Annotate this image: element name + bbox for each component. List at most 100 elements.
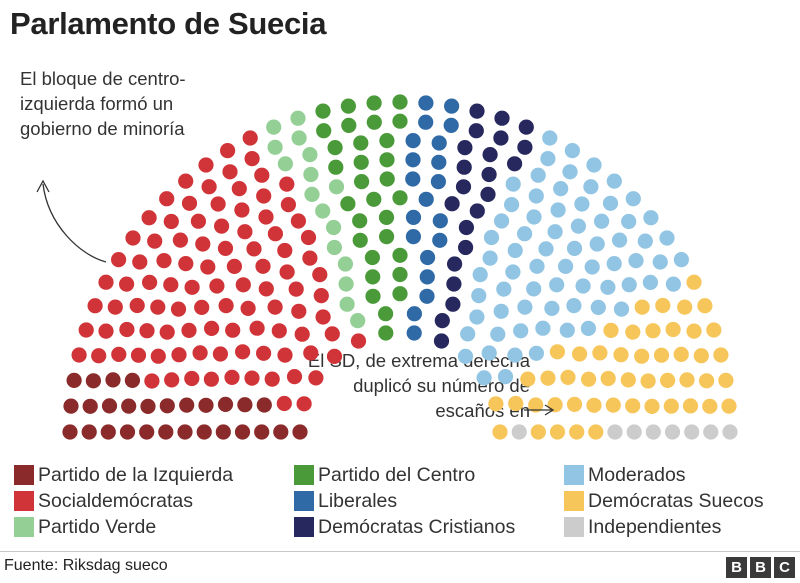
seat-dot bbox=[613, 301, 630, 317]
seat-dot bbox=[559, 322, 575, 338]
seat-dot bbox=[530, 167, 546, 183]
seat-dot bbox=[119, 321, 135, 338]
seat-dot bbox=[702, 398, 718, 414]
seat-dot bbox=[496, 281, 512, 297]
seat-dot bbox=[201, 179, 217, 195]
parliament-chart bbox=[36, 94, 738, 440]
seat-dot bbox=[655, 297, 671, 314]
seat-dot bbox=[142, 274, 158, 290]
seat-dot bbox=[699, 373, 715, 389]
seat-dot bbox=[144, 373, 160, 389]
seat-dot bbox=[292, 424, 308, 440]
seat-dot bbox=[483, 229, 500, 246]
seat-dot bbox=[315, 103, 331, 119]
seat-dot bbox=[469, 309, 485, 325]
seat-dot bbox=[98, 323, 114, 339]
seat-dot bbox=[392, 94, 408, 110]
seat-dot bbox=[111, 252, 127, 268]
bbc-logo: B B C bbox=[726, 557, 795, 578]
seat-dot bbox=[493, 130, 509, 146]
seat-dot bbox=[101, 398, 118, 414]
seat-dot bbox=[340, 98, 356, 114]
seat-dot bbox=[279, 176, 295, 192]
seat-dot bbox=[505, 264, 521, 280]
seat-dot bbox=[98, 274, 114, 290]
seat-dot bbox=[378, 209, 395, 225]
seat-dot bbox=[200, 259, 216, 275]
seat-dot bbox=[673, 346, 689, 362]
seat-dot bbox=[237, 224, 253, 240]
seat-dot bbox=[456, 159, 472, 175]
seat-dot bbox=[181, 322, 197, 338]
seat-dot bbox=[198, 397, 214, 413]
legend-label: Partido del Centro bbox=[318, 463, 476, 486]
seat-dot bbox=[586, 397, 602, 413]
seat-dot bbox=[664, 424, 681, 440]
seat-dot bbox=[85, 373, 101, 389]
seat-dot bbox=[682, 398, 699, 414]
seat-dot bbox=[460, 326, 476, 342]
seat-dot bbox=[326, 219, 342, 236]
seat-dot bbox=[171, 347, 187, 363]
seat-dot bbox=[553, 181, 569, 197]
seat-dot bbox=[296, 396, 312, 412]
seat-dot bbox=[517, 226, 533, 242]
seat-dot bbox=[625, 398, 641, 414]
seat-dot bbox=[195, 236, 211, 252]
seat-dot bbox=[455, 179, 472, 195]
seat-dot bbox=[82, 398, 98, 414]
seat-dot bbox=[107, 299, 123, 315]
seat-dot bbox=[600, 370, 616, 387]
seat-dot bbox=[526, 209, 542, 225]
seat-dot bbox=[693, 348, 709, 364]
seat-dot bbox=[378, 306, 394, 322]
seat-dot bbox=[254, 424, 270, 440]
seat-dot bbox=[590, 299, 606, 315]
seat-dot bbox=[163, 213, 179, 230]
legend-item: Partido de la Izquierda bbox=[14, 462, 233, 488]
seat-dot bbox=[203, 371, 219, 387]
seat-dot bbox=[234, 424, 251, 440]
seat-dot bbox=[445, 296, 461, 312]
seat-dot bbox=[517, 299, 533, 315]
seat-dot bbox=[379, 152, 395, 168]
seat-dot bbox=[218, 298, 234, 314]
seat-dot bbox=[549, 344, 566, 360]
seat-dot bbox=[100, 424, 116, 440]
seat-dot bbox=[337, 256, 353, 272]
seat-dot bbox=[405, 229, 421, 245]
seat-dot bbox=[430, 174, 446, 190]
seat-dot bbox=[697, 298, 713, 314]
seat-dot bbox=[634, 299, 650, 315]
seat-dot bbox=[589, 236, 605, 252]
seat-dot bbox=[159, 324, 175, 340]
legend-item: Partido del Centro bbox=[294, 462, 475, 488]
seat-dot bbox=[528, 397, 544, 413]
seat-dot bbox=[469, 103, 485, 119]
seat-dot bbox=[365, 269, 381, 285]
annotation-arrow-left bbox=[42, 183, 107, 263]
seat-dot bbox=[540, 370, 556, 386]
seat-dot bbox=[640, 373, 656, 389]
seat-dot bbox=[713, 347, 729, 363]
seat-dot bbox=[432, 232, 448, 248]
seat-dot bbox=[119, 424, 136, 440]
seat-dot bbox=[558, 258, 574, 274]
source-note: Fuente: Riksdag sueco bbox=[4, 557, 168, 574]
seat-dot bbox=[139, 424, 155, 440]
legend-label: Partido de la Izquierda bbox=[38, 463, 234, 486]
seat-dot bbox=[179, 397, 195, 413]
seat-dot bbox=[198, 157, 214, 173]
seat-dot bbox=[300, 229, 317, 246]
seat-dot bbox=[158, 424, 174, 440]
seat-dot bbox=[528, 345, 545, 361]
seat-dot bbox=[592, 345, 608, 361]
legend-label: Moderados bbox=[588, 463, 686, 486]
legend-swatch bbox=[14, 491, 34, 511]
seat-dot bbox=[353, 154, 369, 170]
seat-dot bbox=[246, 241, 262, 257]
seat-dot bbox=[277, 242, 293, 259]
legend-swatch bbox=[14, 465, 34, 485]
seat-dot bbox=[214, 218, 230, 234]
seat-dot bbox=[291, 303, 307, 319]
